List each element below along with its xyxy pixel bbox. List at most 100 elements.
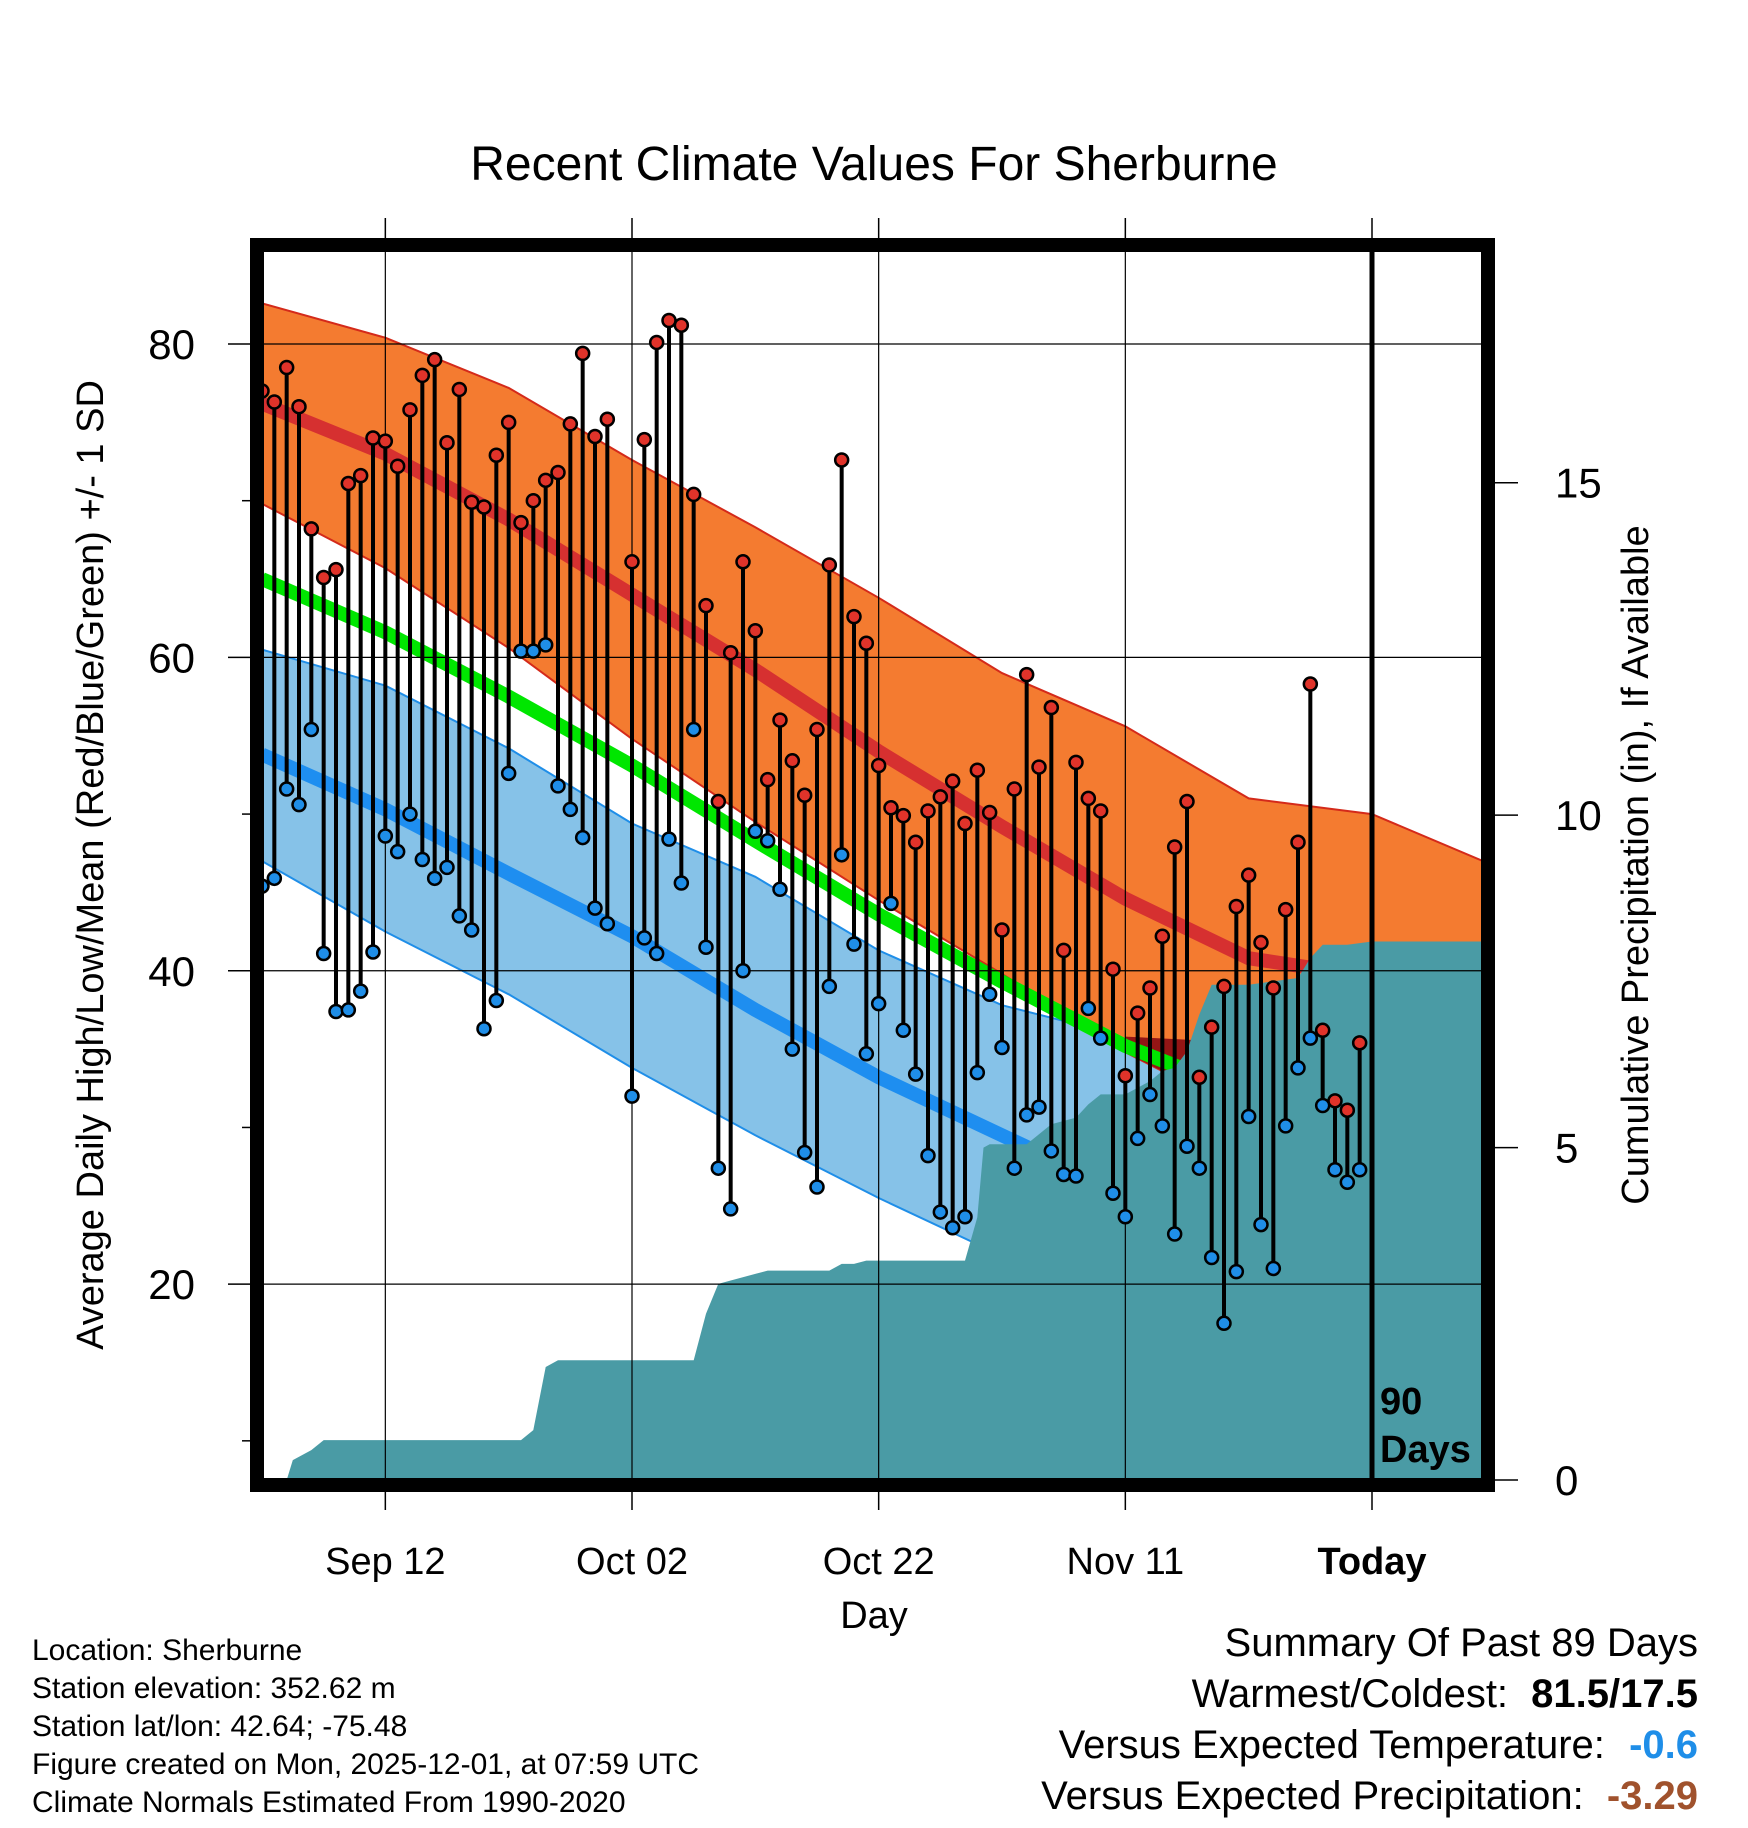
high-point	[685, 486, 702, 503]
low-point	[1105, 1185, 1121, 1202]
high-point	[451, 381, 468, 398]
high-point	[809, 721, 825, 738]
low-point	[1265, 1260, 1282, 1277]
daily-points	[254, 312, 1368, 1332]
high-point	[599, 411, 616, 427]
high-point	[488, 447, 505, 464]
high-point	[1080, 790, 1097, 807]
y-tick-label: 60	[148, 634, 195, 681]
y-tick-label: 20	[148, 1261, 195, 1308]
low-point	[932, 1204, 949, 1220]
low-point	[1068, 1168, 1084, 1184]
low-point	[291, 796, 307, 813]
low-point	[784, 1041, 801, 1057]
high-point	[562, 416, 579, 432]
x-tick-label: Nov 11	[1067, 1541, 1185, 1583]
y-tick-label: 80	[148, 321, 195, 368]
y2-tick-label: 5	[1555, 1125, 1578, 1172]
high-point	[1351, 1035, 1368, 1051]
high-point	[1191, 1069, 1208, 1086]
x-tick-label: Sep 12	[325, 1541, 445, 1583]
low-point	[488, 992, 505, 1009]
low-point	[648, 945, 665, 962]
y2-tick-label: 10	[1555, 792, 1602, 839]
low-point	[1203, 1249, 1220, 1266]
low-point	[525, 643, 542, 659]
high-point	[624, 554, 640, 570]
low-point	[1339, 1174, 1356, 1191]
location-text: Location: Sherburne	[32, 1634, 303, 1667]
high-point	[722, 644, 739, 661]
high-point	[784, 753, 801, 769]
high-point	[1142, 980, 1158, 996]
high-point	[389, 458, 406, 474]
low-point	[698, 939, 714, 956]
low-point	[352, 983, 369, 999]
low-point	[747, 823, 764, 840]
low-point	[1043, 1143, 1060, 1159]
x-tick-label: Oct 02	[576, 1541, 688, 1583]
high-point	[328, 561, 344, 578]
high-point	[1031, 759, 1047, 775]
high-point	[513, 514, 529, 531]
high-point	[266, 394, 283, 410]
y-tick-label: 40	[148, 948, 195, 995]
temp-anomaly-value: -0.6	[1629, 1723, 1698, 1767]
low-point	[722, 1201, 739, 1217]
summary-temp-row: Versus Expected Temperature: -0.6	[1041, 1720, 1698, 1771]
temp-anomaly-label: Versus Expected Temperature:	[1058, 1723, 1605, 1767]
high-point	[1006, 781, 1023, 797]
high-point	[315, 569, 332, 586]
warmest-label: Warmest/Coldest:	[1191, 1672, 1509, 1716]
created-text: Figure created on Mon, 2025-12-01, at 07…	[32, 1748, 700, 1781]
high-point	[402, 402, 418, 418]
low-point	[1302, 1030, 1319, 1046]
y-axis-label: Average Daily High/Low/Mean (Red/Blue/Gr…	[70, 380, 112, 1350]
high-point	[1216, 978, 1232, 995]
low-point	[981, 986, 998, 1003]
high-point	[587, 428, 603, 445]
latlon-text: Station lat/lon: 42.64; -75.48	[32, 1710, 408, 1743]
low-point	[994, 1039, 1010, 1056]
y2-tick-label: 0	[1555, 1457, 1578, 1504]
low-point	[550, 778, 566, 794]
low-point	[883, 895, 899, 912]
low-point	[1080, 1000, 1097, 1017]
high-point	[1068, 754, 1084, 771]
low-point	[1228, 1263, 1245, 1280]
high-point	[303, 521, 320, 537]
high-point	[1166, 839, 1183, 855]
high-point	[944, 773, 961, 789]
high-point	[1277, 901, 1294, 918]
high-point	[661, 312, 677, 329]
low-point	[710, 1160, 727, 1176]
high-point	[981, 804, 998, 821]
high-point	[1302, 676, 1319, 692]
plot-frame	[250, 238, 1495, 1492]
low-point	[1018, 1107, 1035, 1123]
high-point	[1339, 1102, 1356, 1118]
high-point	[747, 623, 764, 639]
low-point	[463, 922, 480, 938]
window-label-90: 90	[1380, 1381, 1422, 1423]
chart-title: Recent Climate Values For Sherburne	[470, 138, 1278, 191]
low-point	[1253, 1216, 1269, 1233]
high-point	[1092, 803, 1109, 819]
low-point	[1351, 1162, 1368, 1178]
low-point	[673, 875, 690, 891]
low-point	[1240, 1108, 1257, 1125]
high-point	[476, 499, 492, 515]
high-point	[698, 597, 714, 614]
low-point	[907, 1066, 924, 1082]
high-point	[735, 554, 751, 570]
low-point	[1055, 1166, 1072, 1183]
high-point	[1265, 980, 1282, 996]
low-point	[1142, 1086, 1158, 1103]
low-point	[537, 637, 554, 653]
low-point	[858, 1046, 875, 1062]
summary-panel: Summary Of Past 89 Days Warmest/Coldest:…	[1041, 1618, 1698, 1822]
high-point	[1043, 699, 1060, 716]
axes-ticks: Sep 12 Oct 02 Oct 22 Nov 11 Today 20 40 60 80 0 5 1…	[148, 218, 1602, 1583]
low-point	[1191, 1160, 1208, 1176]
